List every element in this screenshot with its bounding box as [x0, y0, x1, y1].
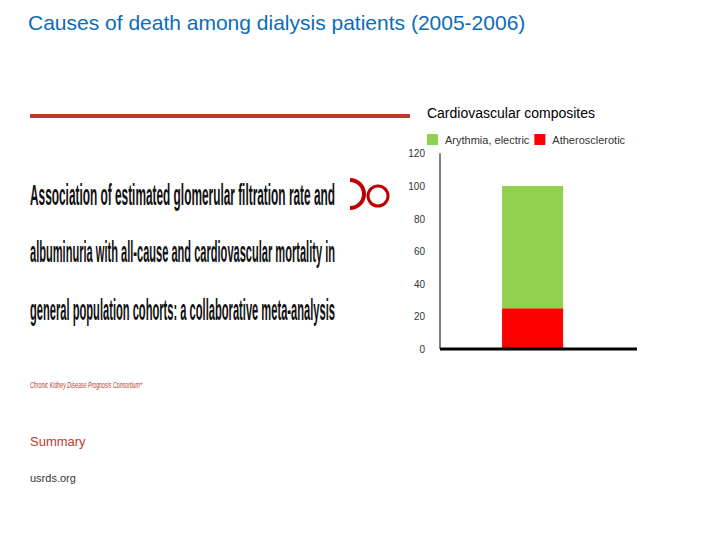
- journal-logo: [350, 180, 388, 208]
- legend-swatch: [427, 134, 438, 145]
- y-tick-label: 20: [414, 311, 426, 322]
- y-axis: [440, 153, 441, 349]
- y-tick-label: 60: [414, 246, 426, 257]
- y-tick-label: 100: [408, 181, 425, 192]
- paper-authors: Chronic Kidney Disease Prognosis Consort…: [30, 380, 142, 390]
- bar-segment: [502, 186, 563, 308]
- y-tick-label: 0: [419, 344, 425, 355]
- x-axis: [440, 348, 637, 351]
- bar-segment: [502, 308, 563, 349]
- chart: Cardiovascular composites Arythmia, elect…: [408, 105, 637, 355]
- paper-title-line: general population cohorts: a collaborat…: [30, 293, 335, 326]
- bars: [502, 186, 563, 349]
- y-tick-label: 40: [414, 279, 426, 290]
- legend: Arythmia, electric Atherosclerotic: [427, 134, 626, 146]
- source: usrds.org: [30, 472, 76, 484]
- paper-title-line: Association of estimated glomerular filt…: [30, 178, 335, 211]
- slide: Causes of death among dialysis patients …: [0, 0, 720, 540]
- logo-ring: [368, 186, 388, 206]
- legend-swatch: [534, 134, 545, 145]
- paper-section: Summary: [30, 434, 86, 449]
- chart-title: Cardiovascular composites: [427, 105, 595, 121]
- paper-title-line: albuminuria with all-cause and cardiovas…: [30, 235, 335, 268]
- rule: [30, 114, 410, 118]
- slide-title: Causes of death among dialysis patients …: [28, 11, 525, 34]
- legend-label: Arythmia, electric: [445, 134, 530, 146]
- y-tick-label: 80: [414, 214, 426, 225]
- y-tick-label: 120: [408, 148, 425, 159]
- canvas: Causes of death among dialysis patients …: [0, 0, 720, 540]
- legend-label: Atherosclerotic: [552, 134, 625, 146]
- logo-arc: [350, 180, 364, 208]
